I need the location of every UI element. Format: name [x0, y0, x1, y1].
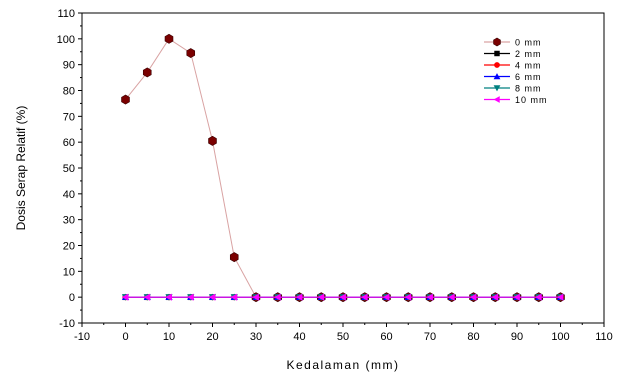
y-axis-title: Dosis Serap Relatif (%) — [14, 106, 28, 231]
data-point — [513, 293, 520, 301]
x-tick-label: 110 — [595, 331, 613, 343]
y-axis: -10 0 10 20 30 40 50 60 70 80 90 100 110 — [57, 8, 82, 330]
x-tick-label: 20 — [206, 331, 218, 343]
data-point — [295, 293, 303, 301]
data-point — [143, 293, 151, 301]
x-tick-label: 100 — [551, 331, 569, 343]
data-point — [208, 135, 217, 146]
x-tick-label: 90 — [511, 331, 523, 343]
data-point — [121, 293, 129, 301]
x-tick-label: 80 — [467, 331, 479, 343]
legend-label: 8 mm — [515, 84, 542, 94]
data-point — [361, 293, 368, 301]
legend-label: 4 mm — [515, 61, 542, 71]
y-tick-label: 20 — [63, 241, 75, 253]
legend-marker — [493, 85, 501, 92]
x-axis-title: Kedalaman (mm) — [286, 358, 399, 372]
data-point — [165, 293, 172, 301]
x-axis: -10 0 10 20 30 40 50 60 70 80 90 100 110 — [74, 323, 613, 343]
y-tick-label: 10 — [63, 266, 75, 278]
data-point — [491, 293, 499, 301]
x-tick-label: 50 — [337, 331, 349, 343]
legend-label: 0 mm — [515, 38, 542, 48]
y-tick-label: 0 — [69, 292, 75, 304]
data-point — [121, 94, 130, 105]
legend-marker — [494, 50, 500, 57]
data-point — [187, 293, 194, 301]
data-point — [230, 293, 238, 301]
y-tick-label: -10 — [59, 318, 75, 330]
data-point — [186, 48, 196, 58]
data-point — [229, 252, 239, 263]
series-layer — [121, 33, 565, 303]
data-point — [556, 293, 564, 301]
y-tick-label: 100 — [57, 34, 75, 46]
data-point — [404, 293, 412, 301]
x-tick-label: 40 — [293, 331, 305, 343]
legend-marker — [494, 62, 500, 68]
y-tick-label: 40 — [63, 189, 75, 201]
x-tick-label: 0 — [122, 331, 128, 343]
y-tick-label: 60 — [63, 137, 75, 149]
x-tick-label: -10 — [74, 331, 90, 343]
y-tick-label: 110 — [57, 8, 75, 20]
data-point — [426, 293, 433, 301]
data-point — [164, 33, 174, 44]
x-tick-label: 70 — [424, 331, 436, 343]
legend-marker — [493, 37, 501, 47]
y-tick-label: 90 — [63, 60, 75, 72]
data-point — [274, 293, 281, 301]
x-tick-label: 10 — [163, 331, 175, 343]
legend-marker — [493, 73, 501, 80]
y-tick-label: 70 — [63, 111, 75, 123]
x-tick-label: 60 — [380, 331, 392, 343]
legend-marker — [493, 96, 500, 103]
y-tick-label: 80 — [63, 86, 75, 98]
x-tick-label: 30 — [250, 331, 262, 343]
data-point — [142, 67, 152, 78]
y-tick-label: 30 — [63, 215, 75, 227]
data-point — [448, 293, 455, 301]
data-point — [252, 293, 259, 301]
data-point — [339, 293, 346, 301]
data-point — [382, 293, 390, 301]
plot-frame — [81, 12, 605, 324]
series-5 — [121, 293, 564, 301]
data-point — [535, 293, 542, 301]
data-point — [208, 293, 216, 301]
legend-label: 2 mm — [515, 49, 542, 59]
y-tick-label: 50 — [63, 163, 75, 175]
data-point — [469, 293, 477, 301]
data-point — [317, 293, 325, 301]
legend-label: 10 mm — [515, 95, 548, 105]
legend-label: 6 mm — [515, 72, 542, 82]
series-0 — [121, 33, 565, 303]
